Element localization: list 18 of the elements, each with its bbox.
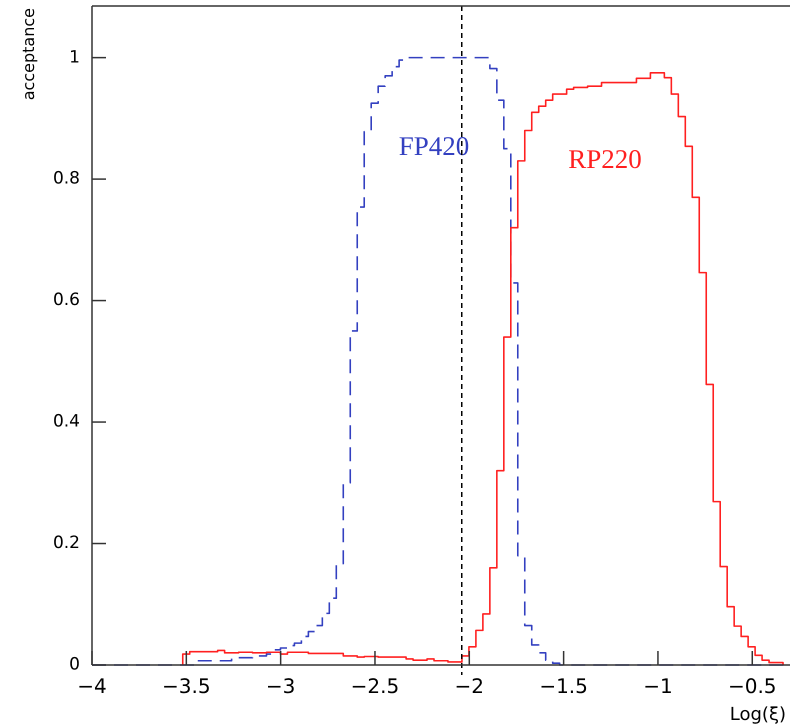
- x-tick-label: −2: [454, 674, 484, 698]
- x-tick-label: −4: [77, 674, 107, 698]
- y-tick-label: 0.8: [52, 168, 80, 189]
- y-tick-label: 0.2: [52, 533, 80, 554]
- y-tick-label: 0.6: [52, 290, 80, 310]
- x-tick-label: −1.5: [539, 674, 588, 698]
- series-label: FP420: [398, 130, 470, 161]
- y-tick-label: 0.4: [52, 412, 80, 432]
- y-tick-label: 0: [69, 654, 80, 675]
- x-axis-title: Log(ξ): [730, 704, 786, 725]
- x-tick-label: −3.5: [162, 674, 211, 698]
- x-tick-label: −2.5: [350, 674, 400, 698]
- series-label: RP220: [568, 144, 642, 174]
- x-tick-label: −1: [643, 674, 673, 698]
- y-axis-title: acceptance: [19, 8, 38, 100]
- y-tick-label: 1: [69, 47, 80, 68]
- x-tick-label: −0.5: [728, 674, 777, 698]
- x-tick-label: −3: [266, 674, 296, 698]
